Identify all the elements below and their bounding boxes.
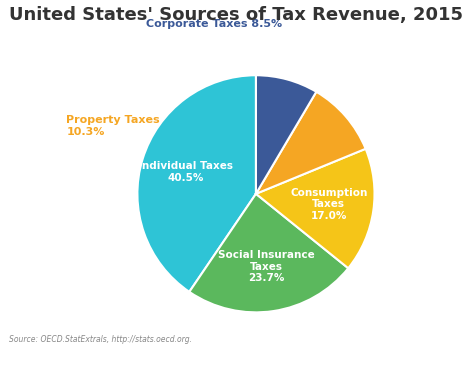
Text: @TaxFoundation: @TaxFoundation [373,359,465,369]
Text: Source: OECD.StatExtrals, http://stats.oecd.org.: Source: OECD.StatExtrals, http://stats.o… [9,335,192,344]
Text: United States' Sources of Tax Revenue, 2015: United States' Sources of Tax Revenue, 2… [9,6,464,24]
Wedge shape [137,75,256,292]
Wedge shape [256,92,365,194]
Wedge shape [189,194,348,312]
Text: Corporate Taxes 8.5%: Corporate Taxes 8.5% [146,19,282,29]
Text: Property Taxes
10.3%: Property Taxes 10.3% [66,116,160,137]
Wedge shape [256,75,316,194]
Text: Individual Taxes
40.5%: Individual Taxes 40.5% [138,162,233,183]
Text: Social Insurance
Taxes
23.7%: Social Insurance Taxes 23.7% [219,250,315,283]
Wedge shape [256,149,374,268]
Text: Consumption
Taxes
17.0%: Consumption Taxes 17.0% [290,188,367,221]
Text: TAX FOUNDATION: TAX FOUNDATION [9,358,127,371]
